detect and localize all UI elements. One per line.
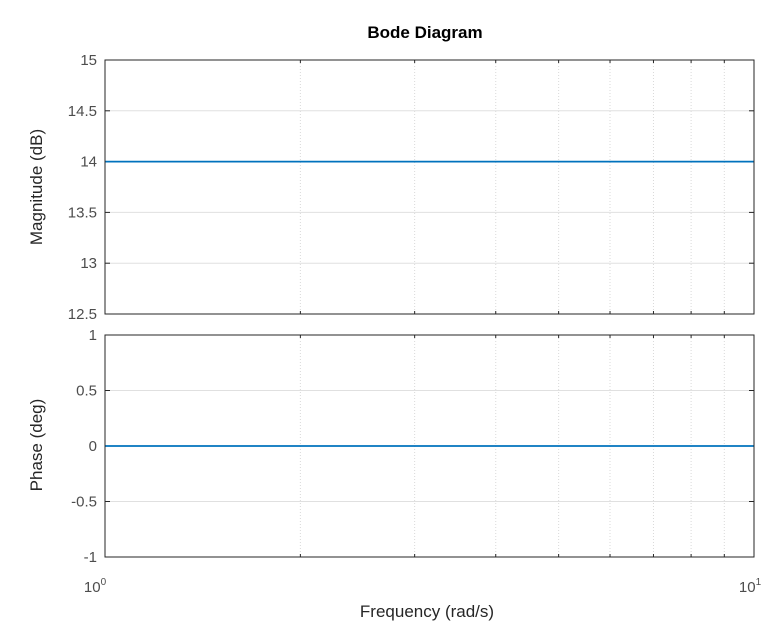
magnitude-y-tick-label: 13: [80, 255, 97, 272]
magnitude-axis-label: Magnitude (dB): [27, 129, 46, 245]
phase-y-tick-label: -1: [84, 549, 97, 566]
magnitude-plot-area: [105, 60, 754, 314]
x-tick-label-10: 101: [739, 577, 762, 596]
magnitude-y-tick-label: 14: [80, 154, 97, 171]
phase-y-tick-label: 0: [89, 438, 97, 455]
phase-axis-label: Phase (deg): [27, 399, 46, 492]
magnitude-y-tick-label: 14.5: [68, 103, 97, 120]
x-tick-label-1: 100: [84, 577, 107, 596]
phase-axes-frame: [104, 334, 755, 558]
phase-y-tick-label: 1: [89, 327, 97, 344]
magnitude-y-tick-label: 13.5: [68, 204, 97, 221]
chart-title: Bode Diagram: [367, 23, 482, 42]
magnitude-y-tick-label: 12.5: [68, 306, 97, 323]
magnitude-y-tick-label: 15: [80, 52, 97, 69]
phase-y-tick-label: 0.5: [76, 383, 97, 400]
magnitude-axes-frame: [104, 59, 755, 315]
phase-panel: -1 -0.5 0 0.5 1: [71, 327, 755, 566]
phase-y-tick-label: -0.5: [71, 494, 97, 511]
frequency-axis-label: Frequency (rad/s): [360, 602, 494, 621]
magnitude-panel: 12.5 13 13.5 14 14.5 15: [68, 52, 755, 323]
